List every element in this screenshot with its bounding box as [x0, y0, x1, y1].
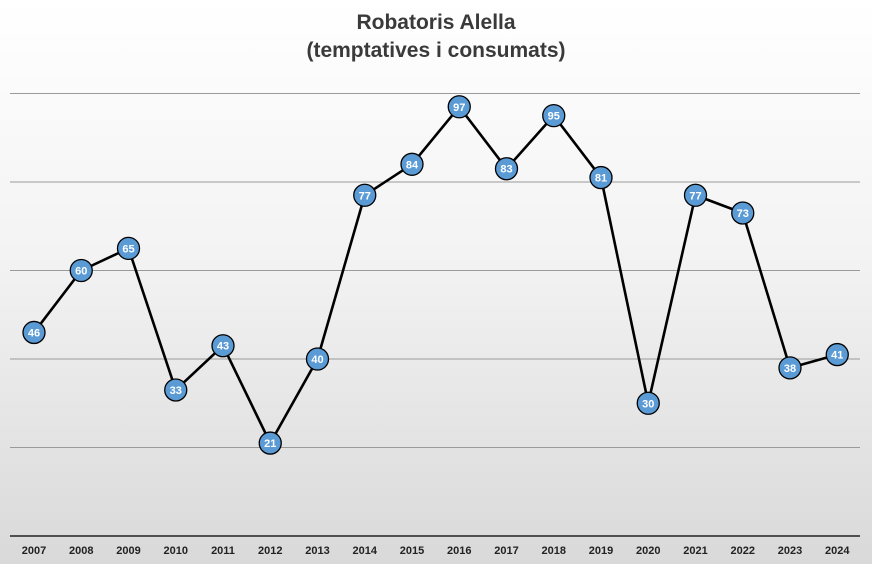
data-label: 41	[831, 350, 843, 362]
data-point-marker	[825, 342, 849, 367]
x-tick-label: 2012	[258, 545, 282, 557]
data-point-marker	[542, 103, 566, 128]
data-label: 95	[548, 111, 560, 123]
x-tick-label: 2017	[494, 545, 518, 557]
x-tick-label: 2023	[778, 545, 802, 557]
x-tick-label: 2020	[636, 545, 660, 557]
x-tick-label: 2024	[825, 545, 850, 557]
data-point-marker	[494, 157, 519, 181]
data-label: 77	[359, 190, 371, 202]
data-label: 40	[311, 354, 323, 366]
data-label: 84	[406, 159, 419, 171]
data-point-marker	[22, 320, 46, 345]
data-label: 65	[122, 243, 134, 255]
data-label: 81	[595, 173, 607, 185]
data-point-marker	[683, 183, 708, 207]
data-label: 73	[737, 208, 749, 220]
series-line	[32, 105, 838, 445]
data-label: 60	[75, 266, 87, 278]
x-tick-label: 2007	[22, 545, 46, 557]
data-point-marker	[116, 236, 141, 261]
data-label: 33	[170, 385, 182, 397]
data-point-marker	[258, 431, 282, 455]
x-tick-label: 2021	[683, 545, 707, 557]
x-tick-label: 2009	[116, 545, 140, 557]
gridlines	[10, 93, 860, 448]
data-point-marker	[305, 347, 330, 371]
x-tick-label: 2018	[542, 545, 566, 557]
x-tick-label: 2022	[731, 545, 755, 557]
data-point-marker	[353, 183, 377, 207]
data-point-marker	[164, 378, 188, 402]
x-tick-label: 2016	[447, 545, 471, 557]
x-axis-tick-labels: 2007 2008 2009 2010 2011 2012 2013 2014 2015 2016…	[22, 545, 851, 557]
data-point-marker	[447, 95, 471, 119]
data-point-marker	[636, 391, 660, 415]
data-label: 97	[453, 102, 465, 114]
data-points: 46 60 65 33 43 21 40 77 84 97 83 95 81 30 77 73 38 41	[22, 95, 849, 455]
data-point-marker	[400, 152, 424, 176]
data-label: 21	[264, 438, 276, 450]
data-point-marker	[731, 201, 755, 225]
chart-title-line-2: (temptatives i consumats)	[306, 39, 565, 62]
chart-title-line-1: Robatoris Alella	[356, 11, 515, 34]
data-point-marker	[589, 165, 613, 190]
data-label: 30	[642, 398, 654, 410]
x-tick-label: 2010	[164, 545, 188, 557]
x-tick-label: 2015	[400, 545, 424, 557]
x-tick-label: 2011	[211, 545, 235, 557]
data-label: 46	[28, 327, 40, 339]
data-point-marker	[69, 258, 93, 283]
data-label: 77	[689, 190, 701, 202]
x-tick-label: 2013	[305, 545, 329, 557]
data-point-marker	[211, 334, 235, 358]
data-label: 43	[217, 341, 229, 353]
x-tick-label: 2019	[589, 545, 613, 557]
x-tick-label: 2014	[353, 545, 378, 557]
x-tick-label: 2008	[69, 545, 93, 557]
data-label: 38	[784, 363, 796, 375]
data-label: 83	[500, 164, 512, 176]
data-point-marker	[778, 356, 802, 380]
